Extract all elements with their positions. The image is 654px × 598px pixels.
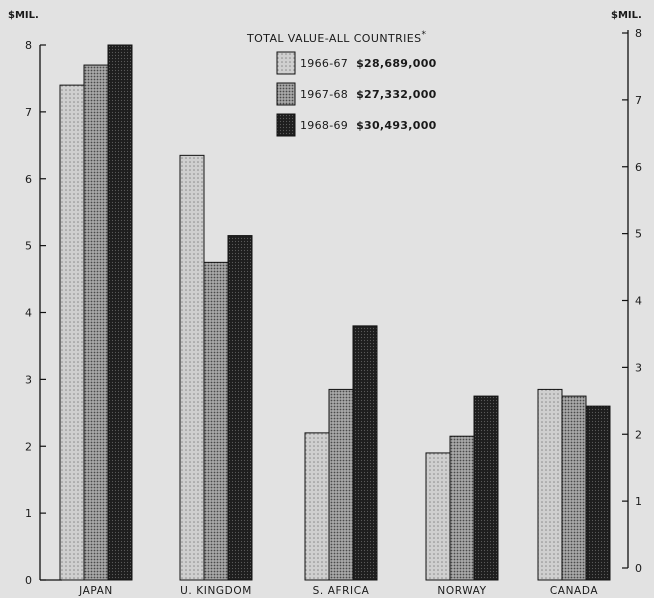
bar-japan-1967-68 (83, 64, 109, 581)
right-tick-label-7: 7 (635, 94, 642, 107)
right-tick-label-3: 3 (635, 361, 642, 374)
left-tick-label-7: 7 (25, 106, 32, 119)
right-tick-label-1: 1 (635, 495, 642, 508)
left-tick-label-6: 6 (25, 173, 32, 186)
left-tick-label-8: 8 (25, 39, 32, 52)
left-tick-label-5: 5 (25, 240, 32, 253)
right-axis-unit-label: $MIL. (611, 10, 642, 21)
left-tick-label-1: 1 (25, 507, 32, 520)
legend: TOTAL VALUE-ALL COUNTRIES* 1966-67 $28,68… (246, 30, 437, 137)
bar-norway-1966-67 (425, 452, 451, 581)
category-label-norway: NORWAY (437, 585, 486, 597)
bar-canada-1967-68 (561, 395, 587, 581)
bar-norway-1968-69 (473, 395, 499, 581)
axes-group: JAPAN U. KINGDOM S. AFRICA NORWAY CANADA 0 0 1 1… (25, 27, 642, 597)
right-tick-label-8: 8 (635, 27, 642, 40)
legend-swatch-1967-68 (276, 82, 296, 106)
legend-title-mark: * (421, 30, 426, 40)
bar-s-africa-1968-69 (352, 325, 378, 581)
legend-label-1967-68: 1967-68 $27,332,000 (300, 88, 437, 101)
bar-u-kingdom-1967-68 (203, 261, 229, 581)
legend-swatch-1968-69 (276, 113, 296, 137)
bar-japan-1968-69 (107, 44, 133, 581)
legend-total-1967-68: $27,332,000 (356, 88, 437, 101)
bar-u-kingdom-1968-69 (227, 235, 253, 581)
bar-norway-1967-68 (449, 435, 475, 581)
bar-u-kingdom-1966-67 (179, 154, 205, 581)
right-tick-label-2: 2 (635, 428, 642, 441)
category-label-japan: JAPAN (78, 585, 113, 597)
left-tick-label-4: 4 (25, 307, 32, 320)
left-tick-label-3: 3 (25, 373, 32, 386)
left-tick-label-0: 0 (25, 574, 32, 587)
category-label-canada: CANADA (550, 585, 598, 597)
category-label-s-africa: S. AFRICA (313, 585, 370, 597)
left-tick-label-2: 2 (25, 440, 32, 453)
legend-period-1966-67: 1966-67 (300, 57, 348, 70)
bars-group (59, 44, 611, 581)
right-tick-label-4: 4 (635, 295, 642, 308)
legend-title: TOTAL VALUE-ALL COUNTRIES* (246, 30, 426, 45)
right-tick-label-0: 0 (635, 562, 642, 575)
right-tick-label-5: 5 (635, 228, 642, 241)
legend-period-1968-69: 1968-69 (300, 119, 348, 132)
legend-period-1967-68: 1967-68 (300, 88, 348, 101)
legend-title-text: TOTAL VALUE-ALL COUNTRIES (246, 32, 421, 45)
bar-s-africa-1966-67 (304, 432, 330, 581)
legend-total-1966-67: $28,689,000 (356, 57, 437, 70)
bar-canada-1966-67 (537, 388, 563, 581)
legend-label-1968-69: 1968-69 $30,493,000 (300, 119, 437, 132)
legend-label-1966-67: 1966-67 $28,689,000 (300, 57, 437, 70)
category-label-u-kingdom: U. KINGDOM (180, 585, 252, 597)
legend-swatch-1966-67 (276, 51, 296, 75)
legend-total-1968-69: $30,493,000 (356, 119, 437, 132)
left-axis-unit-label: $MIL. (8, 10, 39, 21)
right-tick-label-6: 6 (635, 161, 642, 174)
bar-japan-1966-67 (59, 84, 85, 581)
bar-canada-1968-69 (585, 405, 611, 581)
bar-s-africa-1967-68 (328, 388, 354, 581)
